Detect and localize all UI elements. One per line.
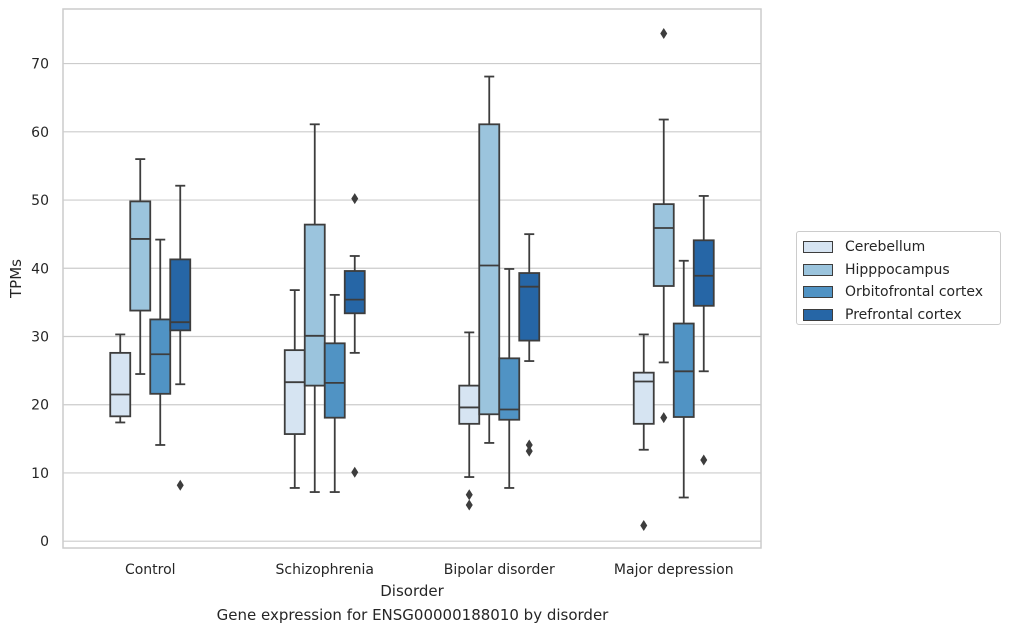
y-tick-label: 0 [40, 534, 49, 550]
legend-swatch [803, 263, 833, 276]
y-tick-label: 30 [31, 329, 49, 345]
legend-label: Orbitofrontal cortex [845, 284, 983, 301]
box [149, 318, 172, 395]
y-tick-label: 50 [31, 193, 49, 209]
outlier-point [465, 499, 473, 511]
legend-item: Hipppocampus [803, 259, 1000, 282]
outlier-point [660, 412, 668, 424]
box [672, 322, 695, 418]
box [283, 349, 306, 435]
x-tick-label: Schizophrenia [276, 562, 374, 578]
outlier-point [640, 519, 648, 531]
legend-swatch [803, 286, 833, 299]
legend: Cerebellum Hipppocampus Orbitofrontal co… [796, 231, 1001, 325]
box [632, 371, 655, 425]
legend-label: Prefrontal cortex [845, 306, 962, 323]
outlier-point [525, 445, 533, 457]
box [323, 342, 346, 419]
box [458, 384, 481, 425]
outlier-point [465, 489, 473, 501]
box [303, 223, 326, 387]
legend-swatch [803, 241, 833, 254]
y-tick-label: 10 [31, 466, 49, 482]
y-tick-label: 40 [31, 261, 49, 277]
x-tick-label: Bipolar disorder [444, 562, 555, 578]
legend-item: Orbitofrontal cortex [803, 281, 1000, 304]
legend-item: Cerebellum [803, 236, 1000, 259]
outlier-point [351, 193, 359, 205]
legend-label: Cerebellum [845, 239, 926, 256]
outlier-point [660, 28, 668, 40]
box [343, 270, 366, 315]
box [109, 351, 132, 418]
figure-caption: Gene expression for ENSG00000188010 by d… [216, 606, 609, 624]
box [692, 239, 715, 307]
box [129, 200, 152, 312]
legend-label: Hipppocampus [845, 261, 950, 278]
plot-frame [62, 8, 762, 549]
y-axis-label: TPMs [7, 259, 25, 299]
y-tick-label: 60 [31, 125, 49, 141]
outlier-point [525, 439, 533, 451]
box [498, 357, 521, 421]
box [478, 123, 501, 416]
box [169, 258, 192, 332]
outlier-point [351, 466, 359, 478]
legend-swatch [803, 308, 833, 321]
y-tick-label: 70 [31, 57, 49, 73]
legend-item: Prefrontal cortex [803, 304, 1000, 327]
x-tick-label: Control [125, 562, 176, 578]
outlier-point [700, 454, 708, 466]
y-tick-label: 20 [31, 398, 49, 414]
x-axis-label: Disorder [380, 582, 444, 600]
box [518, 272, 541, 342]
box [652, 203, 675, 287]
outlier-point [176, 479, 184, 491]
x-tick-label: Major depression [614, 562, 734, 578]
